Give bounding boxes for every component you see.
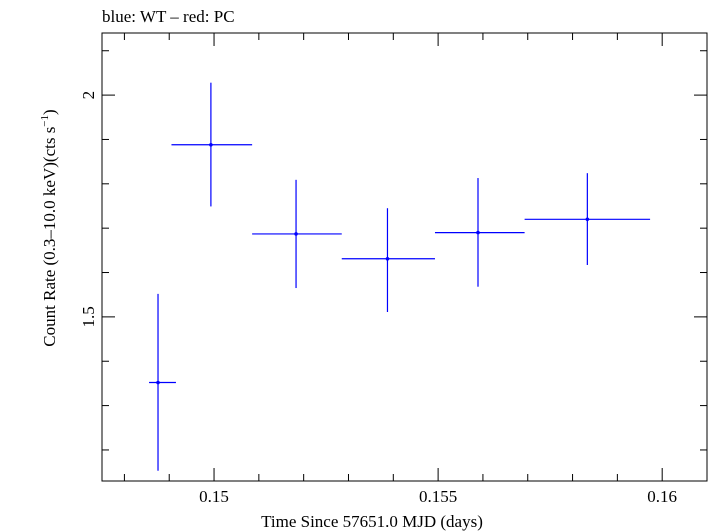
y-tick-label: 1.5 xyxy=(79,306,98,327)
x-tick-label: 0.15 xyxy=(199,487,229,506)
plot-frame xyxy=(101,32,708,482)
y-axis-label-superscript: −1 xyxy=(39,115,51,127)
data-point xyxy=(171,82,253,207)
axis-tick-labels: 0.15 0.155 0.16 1.5 2 xyxy=(79,91,677,506)
data-point-marker xyxy=(294,232,298,236)
data-point xyxy=(149,293,176,471)
y-axis-label: Count Rate (0.3–10.0 keV)(cts s−1) xyxy=(39,109,59,346)
data-point-marker xyxy=(209,142,213,147)
x-tick-label: 0.155 xyxy=(419,487,457,506)
plot-area-border xyxy=(101,32,708,482)
data-point-marker xyxy=(476,230,480,235)
data-point xyxy=(524,173,651,265)
axis-ticks xyxy=(102,33,708,481)
data-point-marker xyxy=(156,380,160,385)
data-series xyxy=(149,82,651,471)
data-point-marker xyxy=(585,217,590,222)
y-axis-label-main: Count Rate (0.3–10.0 keV)(cts s xyxy=(40,127,59,347)
data-point xyxy=(252,179,342,289)
data-point xyxy=(434,178,525,287)
chart-title: blue: WT – red: PC xyxy=(102,7,235,26)
y-axis-label-close: ) xyxy=(40,109,59,115)
x-axis-label: Time Since 57651.0 MJD (days) xyxy=(261,512,483,531)
x-tick-label: 0.16 xyxy=(647,487,677,506)
data-point-marker xyxy=(385,256,390,261)
data-point xyxy=(341,208,435,313)
y-tick-label: 2 xyxy=(79,91,98,100)
